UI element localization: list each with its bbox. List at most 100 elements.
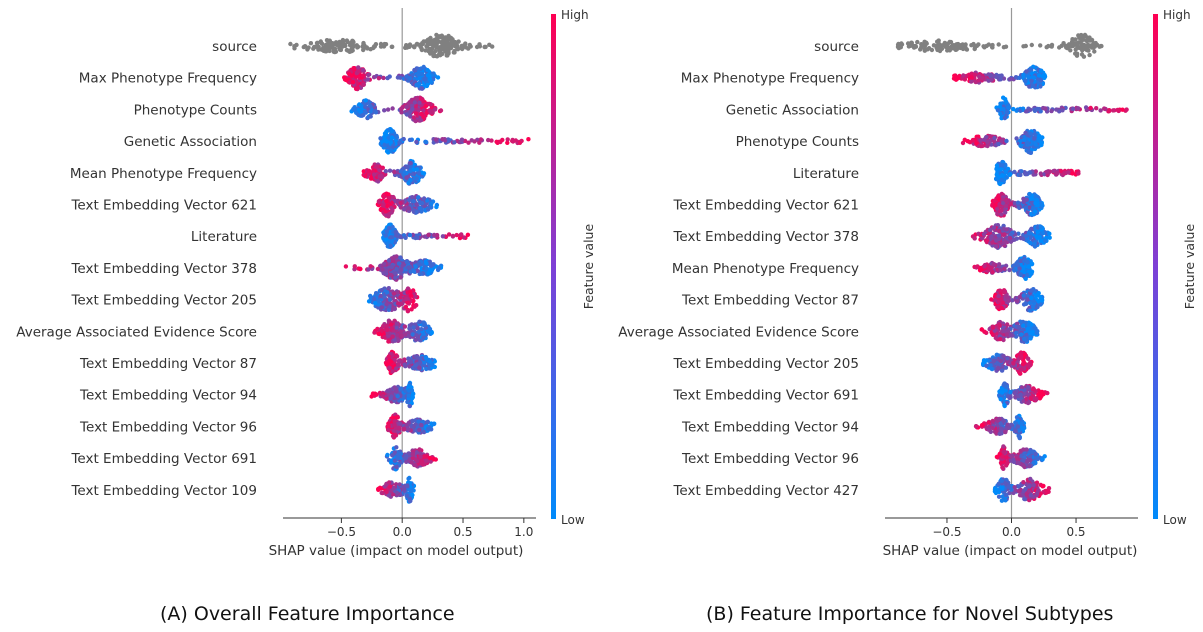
shap-point — [368, 104, 373, 109]
shap-point — [363, 98, 368, 103]
shap-point — [1002, 115, 1007, 121]
shap-point — [410, 452, 416, 457]
shap-point — [414, 82, 419, 88]
shap-point — [1021, 323, 1026, 328]
shap-point — [350, 38, 355, 43]
shap-point — [431, 262, 436, 267]
shap-point — [398, 140, 403, 145]
shap-point — [416, 365, 422, 370]
shap-point — [986, 72, 991, 77]
shap-point — [414, 167, 420, 172]
shap-point — [344, 47, 350, 53]
shap-point — [372, 172, 377, 177]
shap-point — [288, 41, 293, 47]
shap-point — [1088, 105, 1093, 111]
shap-point — [1033, 209, 1038, 214]
feature-label: Text Embedding Vector 378 — [70, 261, 257, 277]
shap-point — [429, 201, 434, 206]
shap-point — [939, 45, 944, 50]
shap-point — [421, 332, 426, 337]
shap-point — [385, 452, 390, 458]
shap-point — [345, 39, 350, 45]
shap-point — [347, 80, 353, 85]
shap-point — [377, 200, 382, 205]
shap-point — [1004, 332, 1010, 337]
shap-point — [1029, 196, 1034, 202]
shap-point — [1068, 48, 1073, 53]
shap-point — [416, 419, 421, 424]
shap-point — [936, 38, 941, 43]
shap-point — [311, 46, 316, 51]
shap-point — [999, 73, 1004, 78]
shap-point — [1030, 200, 1035, 205]
shap-point — [962, 137, 967, 142]
shap-point — [999, 297, 1004, 302]
shap-point — [1046, 43, 1051, 49]
shap-point — [1087, 52, 1092, 58]
shap-point — [398, 234, 403, 240]
shap-point — [411, 325, 416, 330]
shap-point — [321, 45, 326, 50]
shap-point — [934, 45, 939, 51]
shap-point — [398, 255, 403, 260]
shap-point — [469, 138, 474, 143]
shap-point — [411, 269, 417, 274]
shap-point — [1029, 78, 1034, 84]
shap-point — [1028, 235, 1033, 240]
shap-point — [993, 244, 999, 249]
shap-point — [996, 141, 1001, 147]
shap-point — [398, 169, 403, 174]
shap-point — [381, 75, 386, 81]
shap-point — [505, 137, 510, 142]
shap-point — [378, 293, 383, 299]
shap-point — [427, 359, 432, 364]
feature-label: Text Embedding Vector 621 — [70, 198, 257, 214]
shap-point — [426, 232, 431, 237]
feature-swarm — [381, 222, 471, 249]
shap-point — [439, 33, 444, 38]
shap-point — [424, 266, 429, 271]
shap-point — [393, 432, 398, 438]
feature-swarm — [361, 158, 427, 186]
shap-point — [1020, 106, 1026, 111]
feature-label: Max Phenotype Frequency — [681, 71, 859, 87]
shap-point — [416, 72, 421, 77]
shap-point — [365, 46, 370, 51]
shap-point — [419, 327, 424, 332]
shap-point — [396, 338, 401, 343]
shap-point — [1038, 84, 1043, 89]
shap-point — [327, 38, 332, 44]
feature-label: Genetic Association — [124, 134, 257, 150]
feature-swarm — [895, 32, 1104, 59]
shap-point — [1036, 299, 1041, 304]
shap-point — [1084, 38, 1090, 43]
shap-point — [1024, 233, 1029, 239]
shap-point — [406, 427, 411, 432]
shap-point — [368, 114, 373, 119]
shap-point — [989, 297, 994, 302]
shap-point — [378, 136, 383, 141]
shap-point — [408, 359, 414, 365]
shap-point — [390, 334, 395, 339]
shap-point — [998, 167, 1004, 172]
shap-point — [1030, 330, 1035, 335]
shap-point — [354, 43, 359, 48]
shap-point — [1035, 230, 1040, 235]
shap-point — [999, 163, 1005, 168]
shap-point — [1038, 294, 1043, 300]
shap-point — [1015, 298, 1020, 304]
shap-point — [392, 422, 397, 427]
shap-point — [1008, 239, 1014, 244]
colorbar-title: Feature value — [581, 224, 596, 310]
shap-point — [487, 42, 492, 47]
shap-point — [1001, 107, 1006, 112]
shap-point — [326, 46, 332, 51]
shap-point — [1023, 301, 1029, 306]
shap-point — [400, 263, 405, 268]
shap-point — [454, 42, 459, 47]
feature-label: Text Embedding Vector 87 — [79, 356, 257, 372]
shap-point — [374, 392, 379, 397]
shap-point — [1094, 106, 1099, 111]
shap-point — [436, 45, 441, 51]
shap-point — [433, 137, 439, 142]
